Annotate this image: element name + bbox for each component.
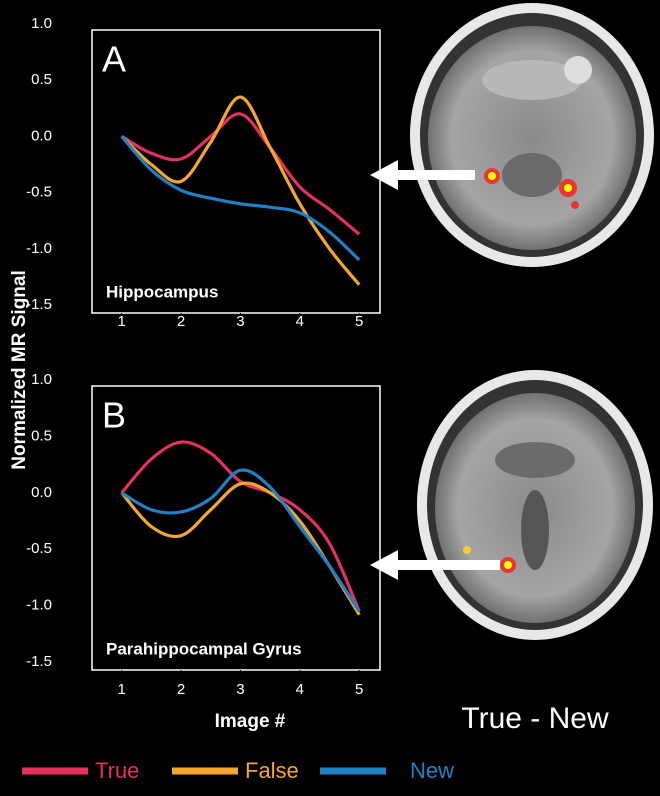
legend-label: True (95, 758, 139, 783)
data-line (122, 97, 360, 285)
y-tick-label: -1.5 (26, 296, 52, 313)
y-tick-label: 0.0 (31, 127, 52, 144)
y-tick-label: -1.0 (26, 597, 52, 614)
x-tick-label: 3 (236, 681, 244, 698)
x-tick-label: 1 (118, 681, 126, 698)
y-tick-label: -0.5 (26, 540, 52, 557)
plot-frame (92, 30, 380, 313)
x-tick-label: 2 (177, 313, 185, 330)
y-tick-label: -1.5 (26, 653, 52, 670)
y-tick-label: 1.0 (31, 15, 52, 32)
legend: True False New (22, 758, 454, 783)
x-tick-label: 5 (355, 313, 363, 330)
y-tick-label: 0.5 (31, 427, 52, 444)
x-axis-label: Image # (215, 711, 286, 732)
x-tick-label: 4 (296, 313, 304, 330)
x-tick-label: 3 (236, 313, 244, 330)
y-tick-label: -1.0 (26, 240, 52, 257)
brain-image-a (410, 3, 654, 267)
panel-title: Hippocampus (106, 282, 218, 301)
legend-label: New (410, 758, 454, 783)
y-tick-label: 1.0 (31, 371, 52, 388)
plot-frame (92, 386, 380, 670)
data-line (122, 442, 360, 611)
panel-letter: B (102, 395, 126, 436)
y-tick-label: 0.5 (31, 71, 52, 88)
page: Normalized MR Signal Image # True - New … (0, 0, 660, 796)
brain-image-b (417, 370, 653, 640)
data-line (122, 483, 360, 615)
caption: True - New (461, 702, 609, 735)
y-tick-label: -0.5 (26, 184, 52, 201)
x-tick-label: 2 (177, 681, 185, 698)
x-tick-label: 4 (296, 681, 304, 698)
x-tick-label: 1 (118, 313, 126, 330)
x-tick-label: 5 (355, 681, 363, 698)
panel-title: Parahippocampal Gyrus (106, 639, 302, 658)
y-tick-label: 0.0 (31, 484, 52, 501)
panel-letter: A (102, 39, 126, 80)
legend-label: False (245, 758, 299, 783)
figure: Normalized MR Signal Image # True - New … (0, 0, 660, 796)
data-line (122, 470, 360, 611)
